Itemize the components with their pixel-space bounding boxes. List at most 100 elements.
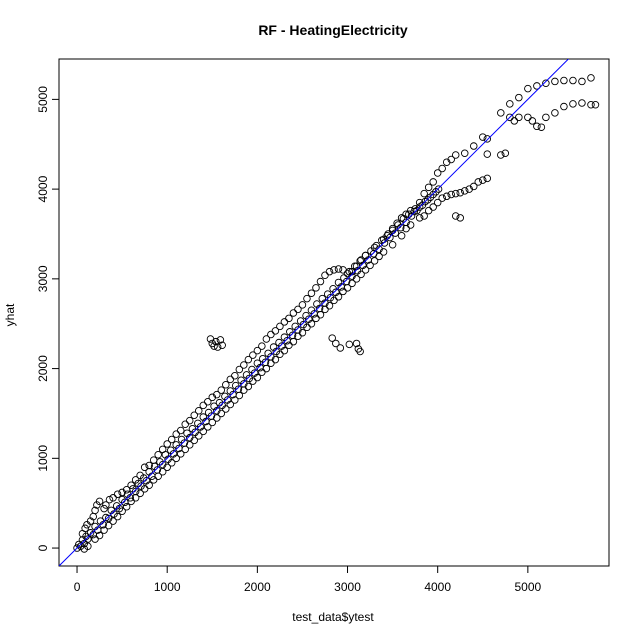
data-point (95, 497, 104, 506)
data-point (163, 463, 171, 472)
x-tick-label: 1000 (154, 580, 181, 594)
data-point (393, 219, 401, 227)
data-point (591, 101, 600, 109)
data-point (339, 266, 347, 274)
data-point (122, 503, 131, 511)
data-point (95, 531, 104, 540)
data-point (352, 275, 361, 283)
data-point (118, 495, 126, 504)
x-axis: 0 1000 2000 3000 4000 5000 (74, 565, 542, 594)
data-point (216, 336, 225, 344)
data-point (542, 113, 550, 122)
data-point (578, 77, 586, 86)
data-point (343, 269, 352, 278)
data-point (388, 241, 397, 249)
data-point (127, 497, 135, 506)
data-point (497, 109, 505, 117)
data-point (131, 476, 140, 484)
data-point (434, 185, 443, 193)
data-point (167, 435, 176, 444)
data-point (253, 346, 262, 355)
data-point (343, 284, 352, 292)
x-tick-label: 3000 (334, 580, 361, 594)
data-point (307, 319, 316, 328)
data-point (330, 266, 338, 274)
data-point (217, 386, 226, 394)
data-point (321, 271, 329, 280)
x-tick-label: 2000 (244, 580, 271, 594)
data-point (406, 221, 415, 229)
data-point (321, 305, 329, 314)
data-point (136, 471, 144, 480)
data-point (316, 277, 325, 286)
data-point (298, 328, 307, 337)
data-point (312, 284, 320, 292)
data-point (81, 524, 89, 533)
data-point (424, 196, 432, 204)
data-point (271, 355, 280, 364)
data-point (303, 323, 311, 332)
data-point (105, 495, 114, 504)
scatter-points (73, 74, 600, 553)
data-point (460, 149, 469, 157)
data-point (240, 386, 248, 394)
data-point (328, 334, 336, 342)
data-point (378, 236, 386, 245)
data-point (402, 224, 410, 233)
data-point (560, 102, 568, 111)
data-point (375, 252, 383, 261)
data-point (149, 456, 158, 464)
y-tick-label: 3000 (36, 265, 50, 292)
data-point (348, 279, 356, 288)
x-axis-label: test_data$ytest (292, 610, 374, 624)
data-point (100, 526, 108, 534)
data-point (506, 113, 514, 122)
data-point (271, 327, 280, 335)
data-point (334, 293, 343, 301)
data-point (231, 396, 239, 404)
data-point (483, 135, 492, 143)
data-point (357, 270, 365, 279)
data-point (213, 414, 221, 422)
data-point (356, 347, 364, 356)
data-point (542, 79, 550, 87)
data-point (406, 206, 415, 215)
data-point (208, 418, 217, 427)
data-point (226, 375, 235, 384)
data-point (217, 409, 226, 418)
data-point (231, 372, 239, 380)
data-point (285, 314, 293, 323)
chart-title: RF - HeatingElectricity (258, 22, 408, 38)
data-point (587, 101, 595, 109)
data-point (199, 401, 208, 410)
data-point (172, 454, 180, 463)
data-point (402, 210, 410, 218)
data-point (253, 373, 262, 382)
data-point (470, 142, 478, 150)
data-point (267, 359, 275, 367)
data-point (420, 212, 428, 220)
data-point (75, 540, 83, 549)
data-point (226, 400, 235, 409)
data-point (330, 296, 338, 305)
data-point (479, 133, 487, 141)
y-tick-label: 1000 (36, 445, 50, 472)
data-point (569, 100, 577, 108)
data-point (109, 517, 117, 525)
data-point (104, 521, 113, 530)
data-point (442, 192, 451, 201)
data-point (118, 507, 126, 516)
data-point (280, 346, 289, 355)
y-tick-label: 4000 (36, 175, 50, 202)
data-point (339, 287, 347, 296)
data-point (361, 266, 370, 274)
data-point (258, 342, 266, 350)
data-point (244, 355, 253, 364)
data-point (587, 74, 595, 82)
data-point (384, 230, 392, 238)
data-point (204, 398, 212, 406)
data-point (185, 441, 194, 449)
data-point (352, 339, 361, 348)
data-point (140, 463, 149, 472)
data-point (258, 368, 266, 376)
